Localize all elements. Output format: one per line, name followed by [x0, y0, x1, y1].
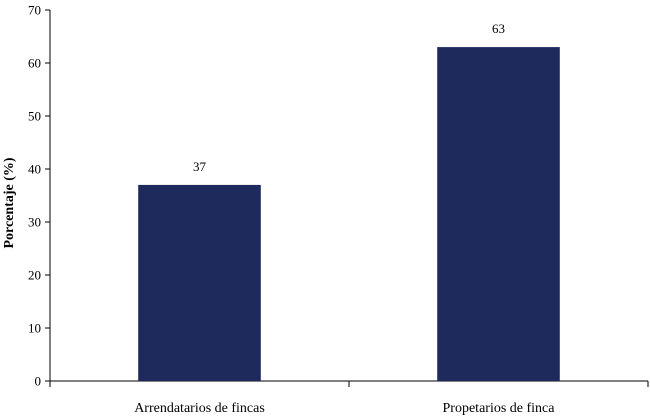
data-label: 37	[193, 159, 207, 174]
y-axis: 0 10 20 30 40 50 60 70	[28, 3, 51, 389]
data-label: 63	[492, 21, 505, 36]
y-tick-label: 40	[28, 162, 41, 177]
y-tick-label: 60	[28, 56, 41, 71]
y-tick-label: 30	[28, 215, 41, 230]
x-axis: Arrendatarios de fincas Propetarios de fi…	[49, 380, 649, 416]
y-tick-label: 0	[35, 374, 42, 389]
y-tick-label: 10	[28, 321, 41, 336]
x-category-label: Propetarios de finca	[443, 401, 556, 416]
y-tick-label: 20	[28, 268, 41, 283]
bar	[138, 184, 261, 381]
data-labels: 37 63	[193, 21, 505, 174]
bars	[138, 47, 560, 381]
bar	[437, 47, 560, 381]
y-axis-title: Porcentaje (%)	[2, 157, 17, 248]
x-category-label: Arrendatarios de fincas	[134, 401, 265, 416]
y-tick-label: 70	[28, 3, 41, 18]
y-tick-label: 50	[28, 109, 41, 124]
